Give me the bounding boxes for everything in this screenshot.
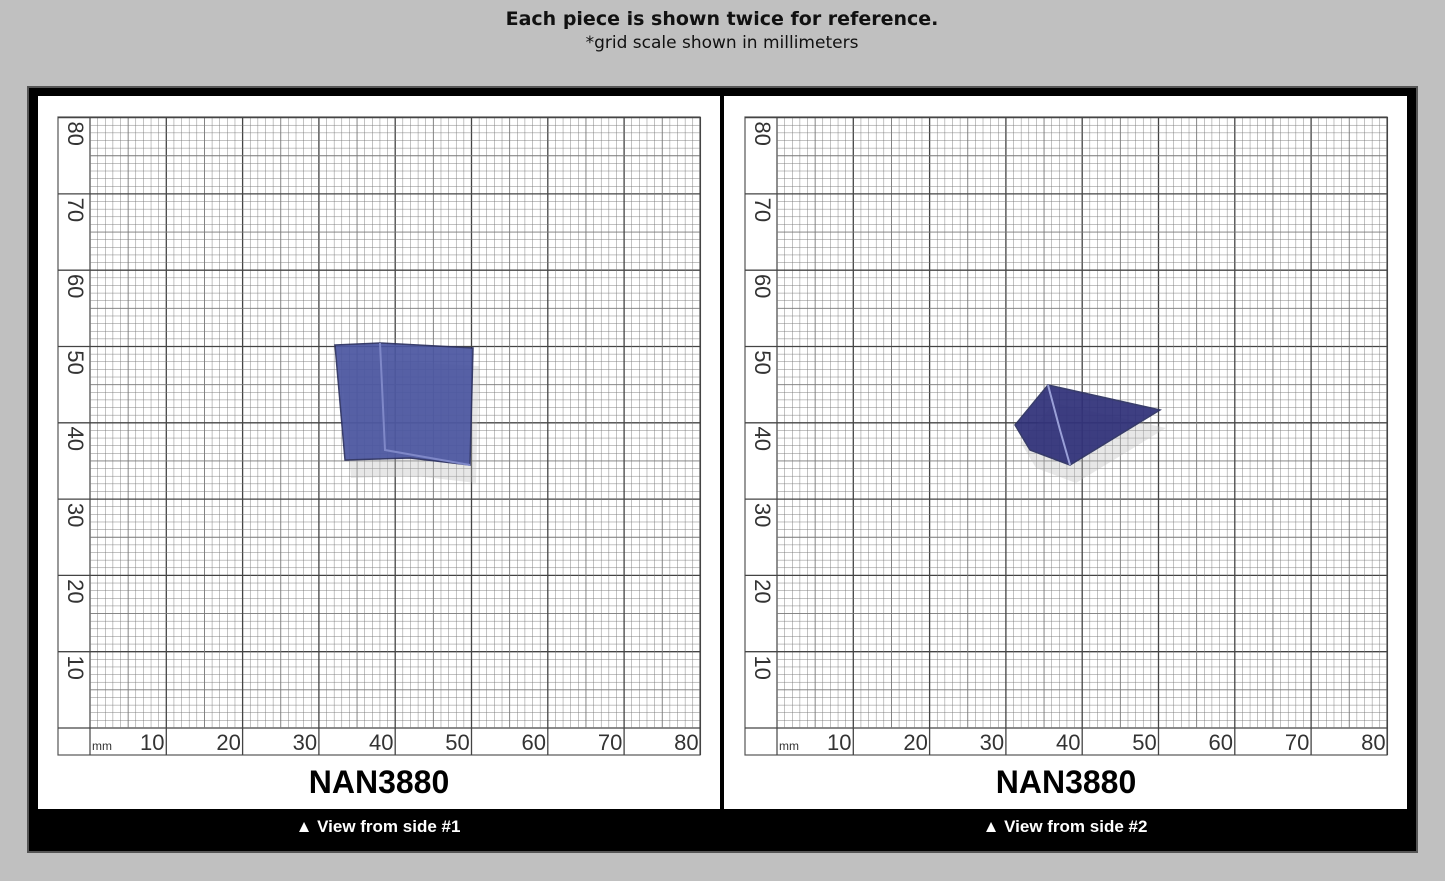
specimen-facet bbox=[379, 342, 471, 466]
y-scale-label: 40 bbox=[750, 427, 775, 451]
y-scale-label: 10 bbox=[63, 655, 88, 679]
y-scale-label: 70 bbox=[750, 198, 775, 222]
specimen-id: NAN3880 bbox=[996, 764, 1137, 800]
panels: mm 10 20 30 40 50 60 70 80 10 20 30 40 50 60 70 80 NAN388… bbox=[57, 116, 1389, 836]
y-scale-label: 10 bbox=[750, 655, 775, 679]
y-scale-label: 60 bbox=[750, 274, 775, 298]
unit-label: mm bbox=[779, 739, 799, 753]
x-scale-label: 50 bbox=[445, 730, 469, 755]
x-scale-label: 70 bbox=[1285, 730, 1309, 755]
x-scale-label: 70 bbox=[598, 730, 622, 755]
specimen bbox=[1014, 384, 1162, 466]
y-scale-label: 50 bbox=[750, 350, 775, 374]
x-scale-label: 30 bbox=[980, 730, 1004, 755]
y-scale-label: 80 bbox=[750, 121, 775, 145]
y-scale-label: 40 bbox=[63, 427, 88, 451]
y-scale-label: 20 bbox=[63, 579, 88, 603]
x-scale-label: 60 bbox=[522, 730, 546, 755]
y-scale-label: 30 bbox=[750, 503, 775, 527]
x-scale-label: 30 bbox=[293, 730, 317, 755]
x-scale-label: 20 bbox=[216, 730, 240, 755]
y-scale-label: 60 bbox=[63, 274, 88, 298]
specimen bbox=[334, 342, 474, 466]
x-scale-label: 80 bbox=[674, 730, 698, 755]
x-scale-label: 50 bbox=[1132, 730, 1156, 755]
y-scale-label: 20 bbox=[750, 579, 775, 603]
x-scale-label: 80 bbox=[1361, 730, 1385, 755]
panel: mm 10 20 30 40 50 60 70 80 10 20 30 40 50 60 70 80 NAN388… bbox=[57, 116, 702, 836]
y-scale-label: 50 bbox=[63, 350, 88, 374]
specimen-id: NAN3880 bbox=[309, 764, 450, 800]
title: Each piece is shown twice for reference. bbox=[506, 8, 939, 30]
panel: mm 10 20 30 40 50 60 70 80 10 20 30 40 50 60 70 80 NAN388… bbox=[744, 116, 1389, 836]
x-scale-label: 40 bbox=[369, 730, 393, 755]
x-scale-label: 10 bbox=[827, 730, 851, 755]
x-scale-label: 10 bbox=[140, 730, 164, 755]
specimen-facet bbox=[1047, 384, 1071, 466]
caption: ▲ View from side #1 bbox=[296, 817, 461, 836]
caption: ▲ View from side #2 bbox=[983, 817, 1148, 836]
x-scale-label: 20 bbox=[903, 730, 927, 755]
y-scale-label: 70 bbox=[63, 198, 88, 222]
y-scale-label: 30 bbox=[63, 503, 88, 527]
x-scale-label: 60 bbox=[1209, 730, 1233, 755]
x-scale-label: 40 bbox=[1056, 730, 1080, 755]
unit-label: mm bbox=[92, 739, 112, 753]
y-scale-label: 80 bbox=[63, 121, 88, 145]
subtitle: *grid scale shown in millimeters bbox=[586, 33, 859, 53]
